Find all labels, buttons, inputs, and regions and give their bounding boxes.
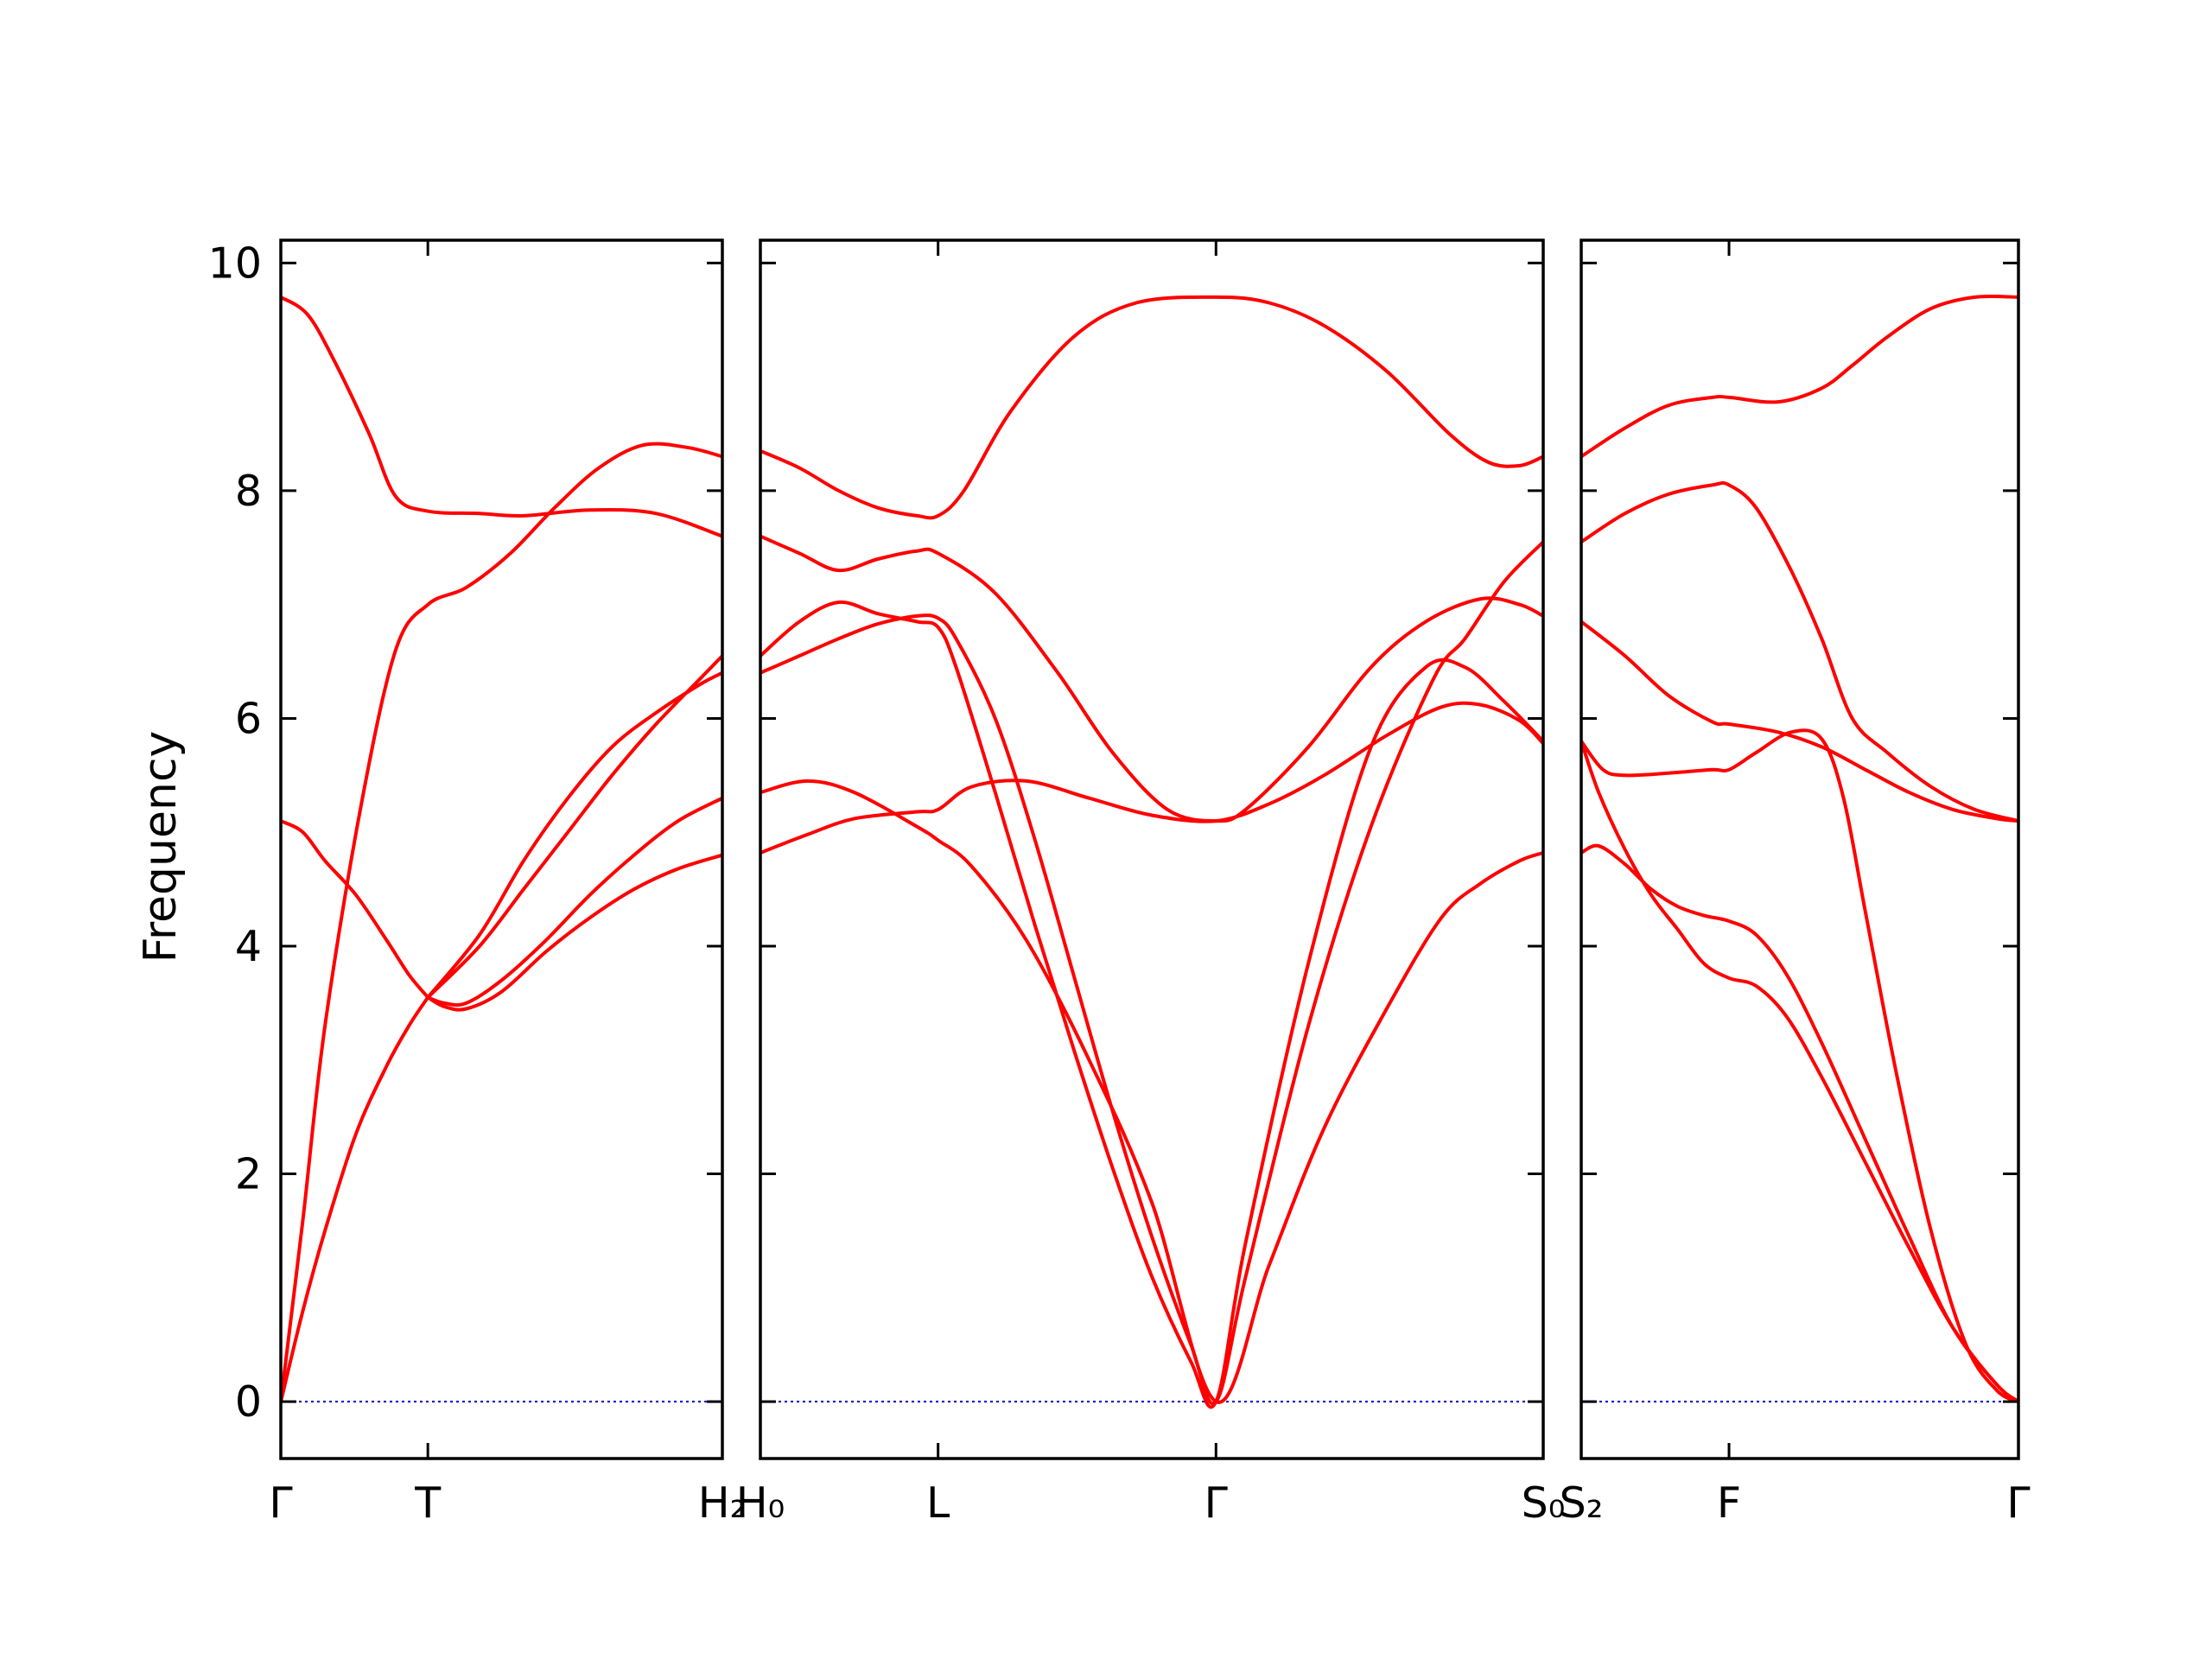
panel-frame [1580,238,2020,1460]
y-tick-label: 6 [235,694,262,743]
band-line-4 [760,600,1543,1409]
x-tick-label: S₂ [1560,1478,1604,1528]
band-line-6 [426,654,722,1000]
x-tick-label: F [1717,1478,1741,1528]
band-line-5 [760,779,1543,1404]
panel-frame [759,238,1545,1460]
band-line-6 [760,701,1543,855]
x-tick-label: S₀ [1522,1478,1566,1528]
band-line-7 [426,796,722,1007]
series-group [1581,294,2018,1404]
panel-2: H₀ L Γ S₀ [736,238,1566,1528]
band-line-6 [1581,843,2018,1404]
band-line-1 [281,295,722,538]
band-line-5 [426,671,722,1000]
band-line-3 [1581,620,2018,823]
band-line-8 [426,853,722,1012]
panel-3: S₂ F Γ [1560,238,2031,1528]
y-tick-label: 0 [235,1377,262,1427]
band-line-3 [281,819,430,1000]
x-tick-label: Γ [269,1478,293,1528]
band-line-2 [760,534,1543,823]
x-tick-label: L [926,1478,950,1528]
y-axis-label: Frequency [135,731,187,963]
y-tick-label: 8 [235,467,262,516]
band-line-2 [281,442,722,1404]
series-group [760,295,1543,1409]
x-tick-label: Γ [2006,1478,2031,1528]
x-tick-label: Γ [1205,1478,1229,1528]
panel-frame [279,238,724,1460]
band-line-1 [760,295,1543,520]
y-tick-label: 10 [208,238,262,288]
band-line-1 [1581,294,2018,459]
y-tick-label: 4 [235,922,262,971]
x-tick-label: H₀ [736,1478,785,1528]
y-tick-label: 2 [235,1150,262,1199]
band-line-4 [281,995,430,1404]
band-line-3 [760,540,1543,1406]
band-line-2 [1581,480,2018,823]
panel-1: 0 2 4 6 8 10 Γ T H₂ [208,238,747,1528]
series-group [281,295,722,1404]
band-line-4 [1581,728,2018,1404]
x-tick-label: T [414,1478,442,1528]
x-tick-label: H₂ [698,1478,747,1528]
